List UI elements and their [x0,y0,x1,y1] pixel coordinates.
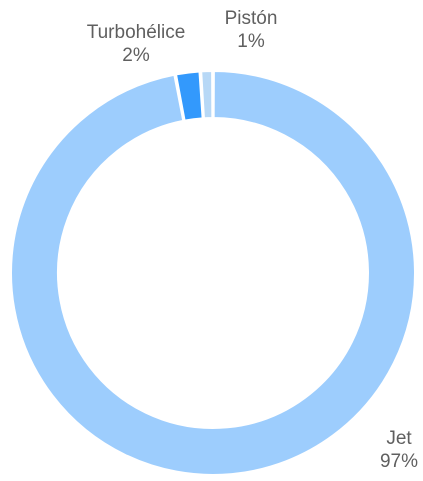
slice-label-turbohelice: Turbohélice [87,22,186,43]
donut-slice-piston [200,69,214,120]
slice-value-turbohelice: 2% [122,45,150,66]
slice-label-jet: Jet [386,428,412,449]
donut-slice-turbohelice [174,70,204,122]
slice-label-piston: Pistón [225,8,278,29]
slice-value-jet: 97% [380,451,418,472]
slice-value-piston: 1% [237,31,265,52]
donut-slice-jet [10,69,416,476]
